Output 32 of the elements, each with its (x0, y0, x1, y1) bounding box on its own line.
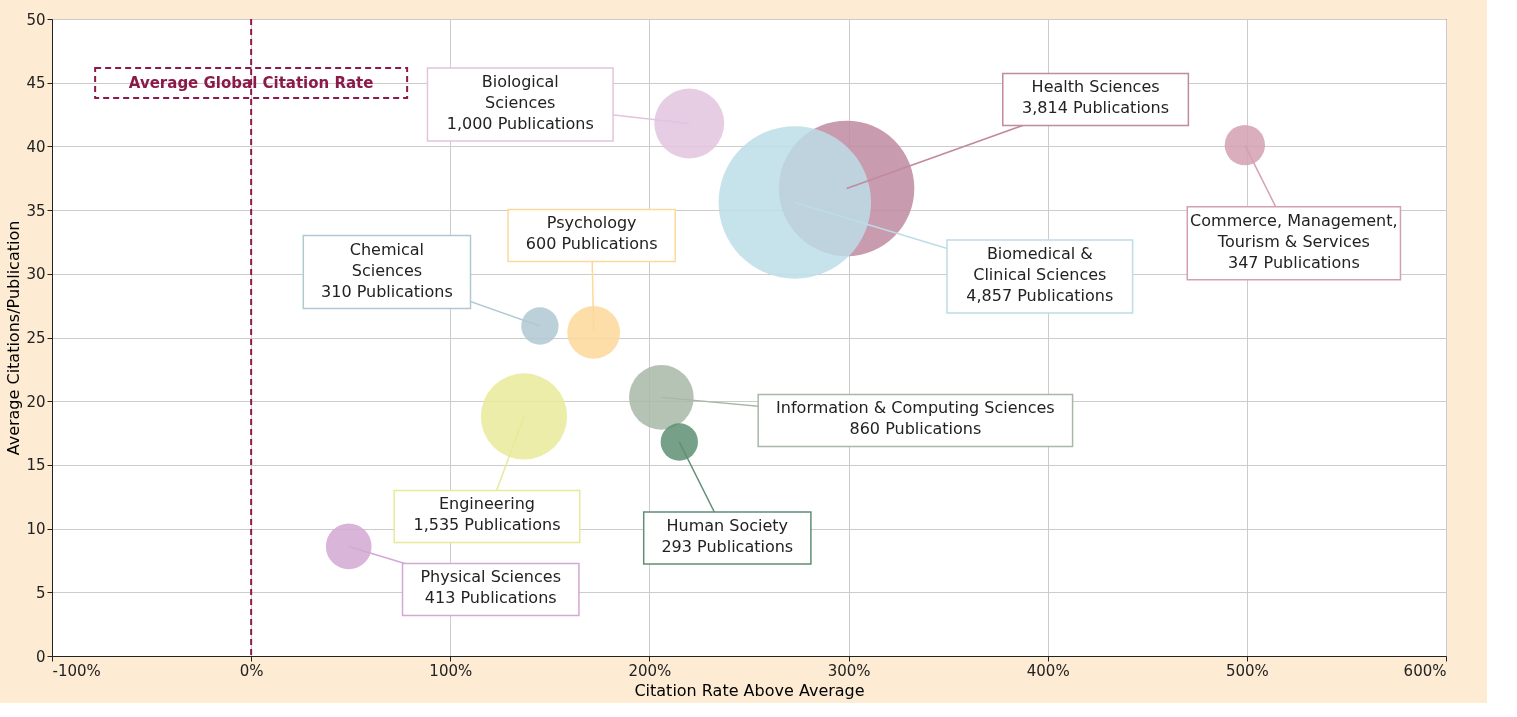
y-tick-label: 40 (26, 137, 46, 156)
y-tick-label: 25 (26, 329, 46, 347)
annotation: Physical Sciences 413 Publications (420, 567, 561, 608)
ref-line-label: Average Global Citation Rate (128, 74, 374, 92)
annotation: Psychology 600 Publications (525, 213, 658, 254)
annotation: Health Sciences 3,814 Publications (1022, 77, 1170, 118)
x-tick-label: 500% (1225, 661, 1269, 680)
annotation: Biomedical & Clinical Sciences 4,857 Publications (966, 243, 1114, 305)
y-tick-label: 10 (26, 520, 46, 539)
y-tick-label: 0 (35, 647, 46, 666)
x-tick-label: 400% (1026, 661, 1070, 680)
annotation: Engineering 1,535 Publications (413, 494, 561, 535)
annotation: Chemical Sciences 310 Publications (321, 239, 453, 301)
y-tick-label: 35 (26, 201, 46, 220)
y-tick-label: 50 (26, 10, 46, 29)
y-tick-label: 15 (26, 456, 46, 475)
x-tick-label: 0% (239, 661, 264, 680)
annotation: Human Society 293 Publications (661, 515, 794, 556)
y-axis-title: Average Citations/Publication (4, 220, 24, 456)
x-tick-label: 200% (628, 661, 672, 680)
y-tick-label: 30 (26, 265, 46, 284)
annotation: Biological Sciences 1,000 Publications (446, 71, 594, 133)
y-tick-label: 45 (26, 74, 46, 93)
x-tick-label: 300% (827, 661, 871, 680)
x-axis-title: Citation Rate Above Average (634, 680, 865, 700)
y-tick-label: 20 (26, 392, 46, 411)
x-tick-label: 600% (1403, 661, 1447, 680)
annotation: Commerce, Management, Tourism & Services 347 Publications (1190, 210, 1398, 272)
y-tick-label: 5 (35, 583, 46, 602)
x-tick-label: 100% (429, 661, 473, 680)
annotation: Information & Computing Sciences 860 Publications (776, 398, 1055, 439)
x-tick-label: -100% (52, 661, 101, 680)
